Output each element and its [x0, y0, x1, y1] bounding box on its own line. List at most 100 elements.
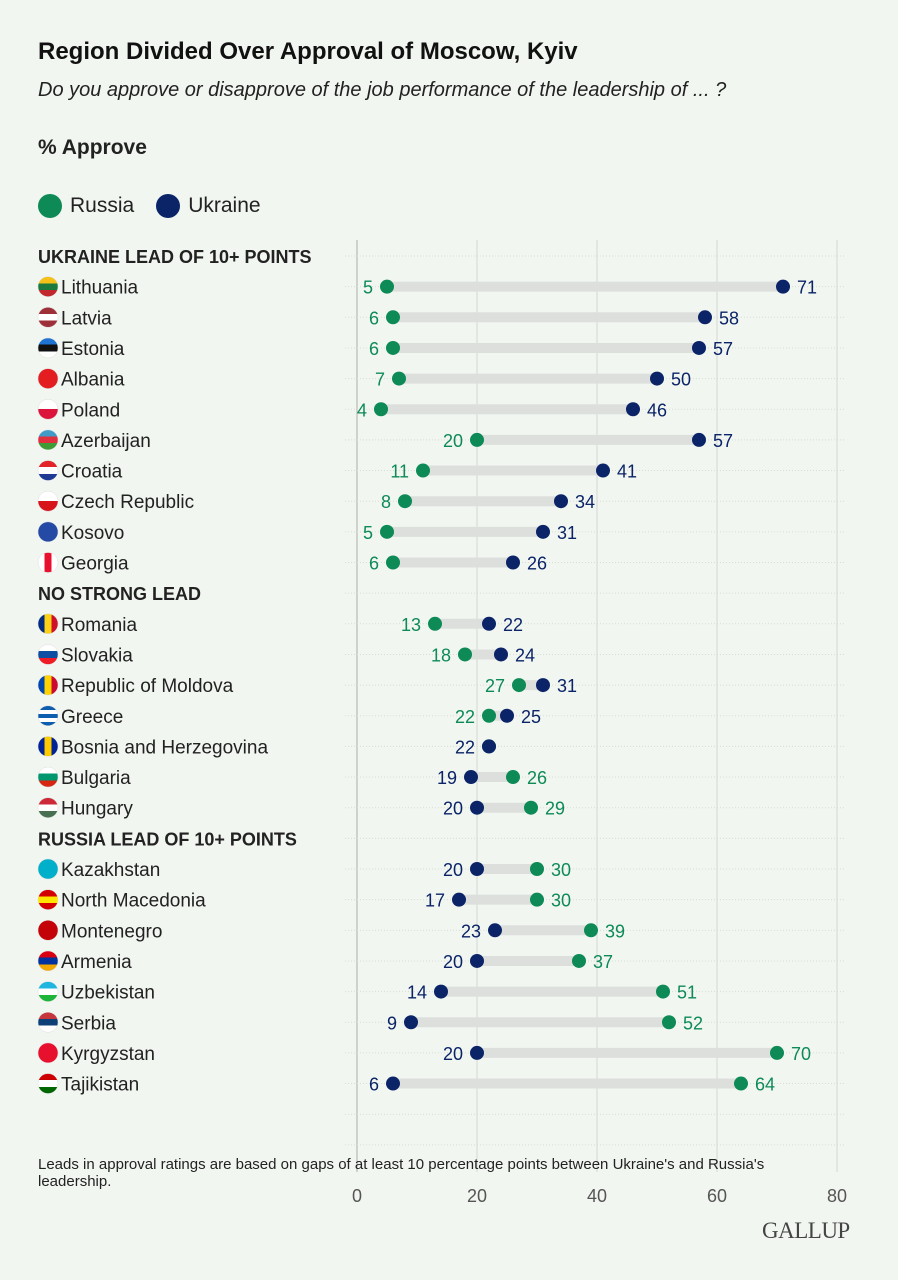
legend-swatch-russia [38, 194, 62, 218]
value-label-russia: 39 [605, 921, 625, 941]
value-label-russia: 22 [455, 707, 475, 727]
value-label-ukraine: 50 [671, 370, 691, 390]
country-label: North Macedonia [61, 891, 206, 912]
value-label-ukraine: 20 [443, 860, 463, 880]
dot-ukraine [692, 432, 706, 447]
flag-icon-greece [37, 705, 59, 726]
dot-russia [530, 892, 544, 907]
dot-russia [374, 402, 388, 417]
value-label-russia: 64 [755, 1075, 775, 1095]
country-label: Croatia [61, 462, 123, 483]
dot-russia [512, 678, 526, 693]
value-label-russia: 30 [551, 860, 571, 880]
dot-ukraine [470, 862, 484, 876]
value-label-russia: 6 [369, 554, 379, 574]
dot-ukraine [650, 371, 664, 386]
value-label-ukraine: 6 [369, 1075, 379, 1095]
flag-icon-latvia [37, 307, 59, 328]
value-label-russia: 18 [431, 645, 451, 665]
country-label: Greece [61, 707, 123, 728]
flag-icon-montenegro [37, 920, 59, 941]
dot-ukraine [494, 647, 508, 662]
value-label-russia: 30 [551, 891, 571, 911]
dot-russia [482, 708, 496, 723]
country-label: Serbia [61, 1013, 116, 1034]
flag-icon-czech-republic [37, 490, 59, 512]
flag-icon-slovakia [37, 644, 59, 665]
dot-ukraine [536, 524, 550, 539]
value-label-russia: 4 [357, 400, 367, 420]
value-label-russia: 5 [363, 278, 373, 298]
value-label-ukraine: 23 [461, 921, 481, 941]
value-label-ukraine: 31 [557, 676, 577, 696]
country-label: Poland [61, 400, 120, 421]
dot-russia [416, 463, 430, 478]
flag-icon-bosnia-and-herzegovina [37, 736, 59, 757]
flag-icon-serbia [37, 1012, 59, 1033]
country-label: Slovakia [61, 645, 133, 666]
value-label-russia: 11 [390, 462, 409, 482]
x-tick-label: 40 [587, 1186, 607, 1206]
value-label-ukraine: 17 [425, 891, 445, 911]
value-label-ukraine: 46 [647, 400, 667, 420]
value-label-ukraine: 26 [527, 554, 547, 574]
country-label: Lithuania [61, 278, 139, 299]
value-label-russia: 27 [485, 676, 505, 696]
dot-ukraine [698, 310, 712, 325]
value-label-russia: 52 [683, 1013, 703, 1033]
dot-ukraine [470, 953, 484, 968]
country-label: Azerbaijan [61, 431, 151, 452]
dot-russia [662, 1015, 676, 1030]
value-label-ukraine: 20 [443, 952, 463, 972]
group-header: RUSSIA LEAD OF 10+ POINTS [38, 829, 297, 849]
value-label-ukraine: 9 [387, 1013, 397, 1033]
legend-label-ukraine: Ukraine [188, 194, 261, 217]
country-label: Kyrgyzstan [61, 1044, 155, 1065]
value-label-russia: 26 [527, 768, 547, 788]
country-label: Kosovo [61, 523, 124, 544]
value-label-ukraine: 24 [515, 645, 535, 665]
dot-russia [530, 862, 544, 876]
dot-russia [656, 984, 670, 999]
dot-russia [458, 647, 472, 662]
dot-russia [572, 953, 586, 968]
flag-icon-romania [37, 613, 59, 635]
flag-icon-uzbekistan [37, 981, 59, 1002]
country-label: Estonia [61, 339, 125, 360]
country-label: Romania [61, 615, 137, 636]
dot-russia [584, 923, 598, 938]
dot-russia [386, 340, 400, 355]
dot-russia [392, 371, 406, 386]
group-header: NO STRONG LEAD [38, 584, 201, 604]
value-label-ukraine: 20 [443, 1044, 463, 1064]
dot-ukraine [452, 892, 466, 907]
dot-ukraine [488, 923, 502, 938]
flag-icon-estonia [37, 337, 59, 359]
value-label-russia: 5 [363, 523, 373, 543]
dot-ukraine [554, 494, 568, 509]
value-label-russia: 51 [677, 983, 697, 1003]
dot-ukraine [482, 616, 496, 631]
dot-russia [386, 555, 400, 570]
country-label: Latvia [61, 308, 112, 329]
chart-subtitle: Do you approve or disapprove of the job … [38, 79, 727, 101]
x-tick-label: 0 [352, 1186, 362, 1206]
value-label-ukraine: 41 [617, 462, 637, 482]
dot-russia [506, 770, 520, 785]
value-label-russia: 7 [375, 370, 385, 390]
dot-ukraine [596, 463, 610, 478]
value-label-russia: 6 [369, 308, 379, 328]
value-label-ukraine: 14 [407, 983, 427, 1003]
chart-title: Region Divided Over Approval of Moscow, … [38, 38, 578, 65]
flag-icon-georgia [37, 552, 59, 573]
value-label-russia: 70 [791, 1044, 811, 1064]
dot-ukraine [506, 555, 520, 570]
group-header: UKRAINE LEAD OF 10+ POINTS [38, 247, 312, 267]
flag-icon-albania [37, 368, 59, 389]
value-label-russia: 13 [401, 615, 421, 635]
flag-icon-republic-of-moldova [37, 674, 59, 696]
country-label: Tajikistan [61, 1075, 139, 1096]
flag-icon-armenia [37, 950, 59, 972]
legend-item-russia: Russia [38, 194, 134, 218]
